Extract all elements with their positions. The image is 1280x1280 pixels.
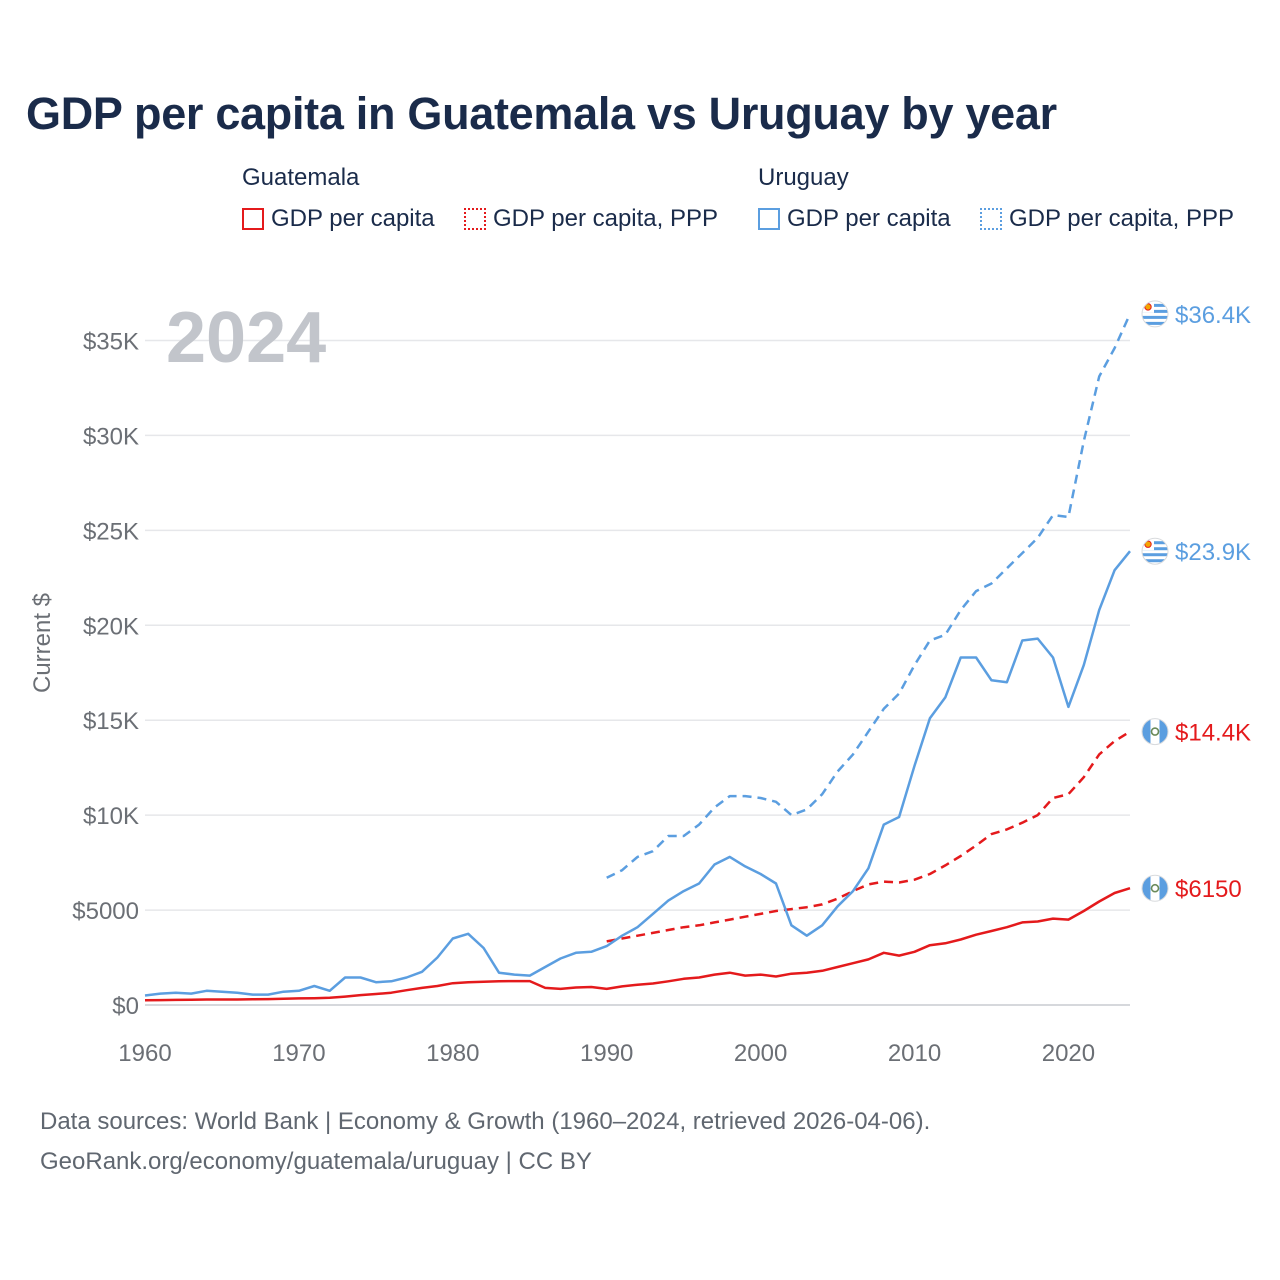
series-end-label-1: $14.4K	[1175, 720, 1251, 747]
series-end-label-2: $23.9K	[1175, 539, 1251, 566]
x-tick-label: 2020	[1042, 1040, 1095, 1067]
y-tick-label: $5000	[72, 898, 139, 925]
uruguay-flag-icon	[1141, 300, 1169, 328]
legend-item-label: GDP per capita, PPP	[493, 205, 718, 232]
legend-item-label: GDP per capita	[271, 205, 435, 232]
legend-swatch-icon	[242, 208, 264, 230]
y-tick-label: $0	[112, 993, 139, 1020]
y-tick-label: $35K	[83, 328, 139, 355]
x-tick-label: 1960	[118, 1040, 171, 1067]
y-tick-label: $15K	[83, 708, 139, 735]
x-tick-label: 2010	[888, 1040, 941, 1067]
legend-item-guatemala-gdp-ppp[interactable]: GDP per capita, PPP	[464, 205, 718, 233]
guatemala-flag-icon	[1141, 874, 1169, 902]
chart-title: GDP per capita in Guatemala vs Uruguay b…	[26, 88, 1057, 139]
legend-group-uruguay: Uruguay	[758, 164, 849, 191]
legend-swatch-icon	[980, 208, 1002, 230]
legend-group-guatemala: Guatemala	[242, 164, 360, 191]
footer-attribution: GeoRank.org/economy/guatemala/uruguay | …	[40, 1148, 592, 1175]
series-end-label-0: $6150	[1175, 876, 1242, 903]
legend-item-uruguay-gdp-ppp[interactable]: GDP per capita, PPP	[980, 205, 1234, 233]
y-tick-label: $10K	[83, 803, 139, 830]
legend-item-label: GDP per capita	[787, 205, 951, 232]
legend-item-uruguay-gdp[interactable]: GDP per capita	[758, 205, 951, 233]
x-tick-label: 1970	[272, 1040, 325, 1067]
x-tick-label: 1980	[426, 1040, 479, 1067]
series-end-label-3: $36.4K	[1175, 302, 1251, 329]
uruguay-flag-icon	[1141, 537, 1169, 565]
series-line-2	[144, 550, 1131, 997]
x-tick-label: 1990	[580, 1040, 633, 1067]
legend-swatch-icon	[464, 208, 486, 230]
x-tick-label: 2000	[734, 1040, 787, 1067]
series-line-3	[606, 313, 1132, 879]
y-tick-label: $25K	[83, 518, 139, 545]
year-watermark: 2024	[166, 298, 326, 378]
legend-swatch-icon	[758, 208, 780, 230]
legend-item-guatemala-gdp[interactable]: GDP per capita	[242, 205, 435, 233]
legend-item-label: GDP per capita, PPP	[1009, 205, 1234, 232]
series-line-0	[144, 887, 1131, 1002]
footer-sources: Data sources: World Bank | Economy & Gro…	[40, 1108, 931, 1135]
y-tick-label: $30K	[83, 423, 139, 450]
y-tick-label: $20K	[83, 613, 139, 640]
guatemala-flag-icon	[1141, 718, 1169, 746]
y-axis-title: Current $	[29, 593, 56, 693]
